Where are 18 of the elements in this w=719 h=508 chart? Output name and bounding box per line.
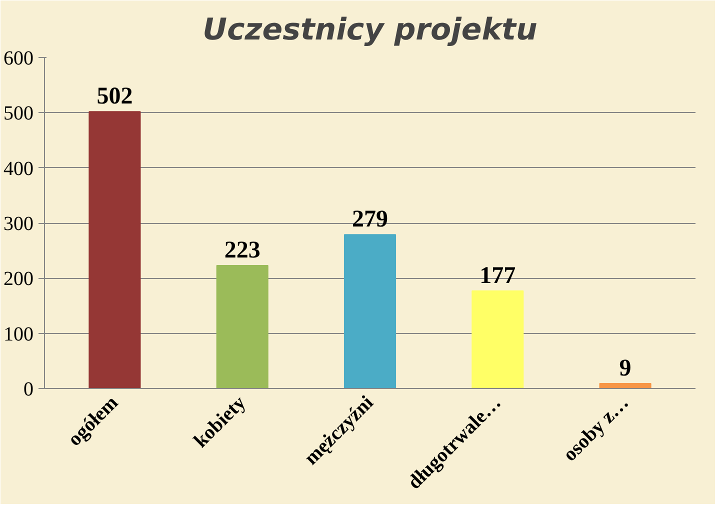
bar — [344, 234, 396, 388]
bar — [472, 290, 524, 388]
bar — [216, 264, 268, 388]
bar — [88, 111, 141, 388]
y-tick-label: 0 — [24, 378, 34, 400]
y-tick-label: 500 — [4, 102, 34, 125]
data-label: 502 — [96, 84, 133, 110]
data-label: 279 — [352, 206, 388, 233]
chart-title: Uczestnicy projektu — [202, 12, 538, 48]
data-label: 9 — [619, 356, 632, 382]
bar — [599, 383, 652, 388]
data-label: 223 — [224, 237, 260, 264]
data-label: 177 — [480, 262, 516, 289]
y-tick-label: 100 — [4, 323, 34, 346]
y-tick-label: 300 — [4, 213, 34, 235]
y-tick-label: 600 — [4, 48, 34, 70]
y-tick-label: 200 — [4, 268, 34, 290]
y-tick-label: 400 — [4, 158, 34, 180]
